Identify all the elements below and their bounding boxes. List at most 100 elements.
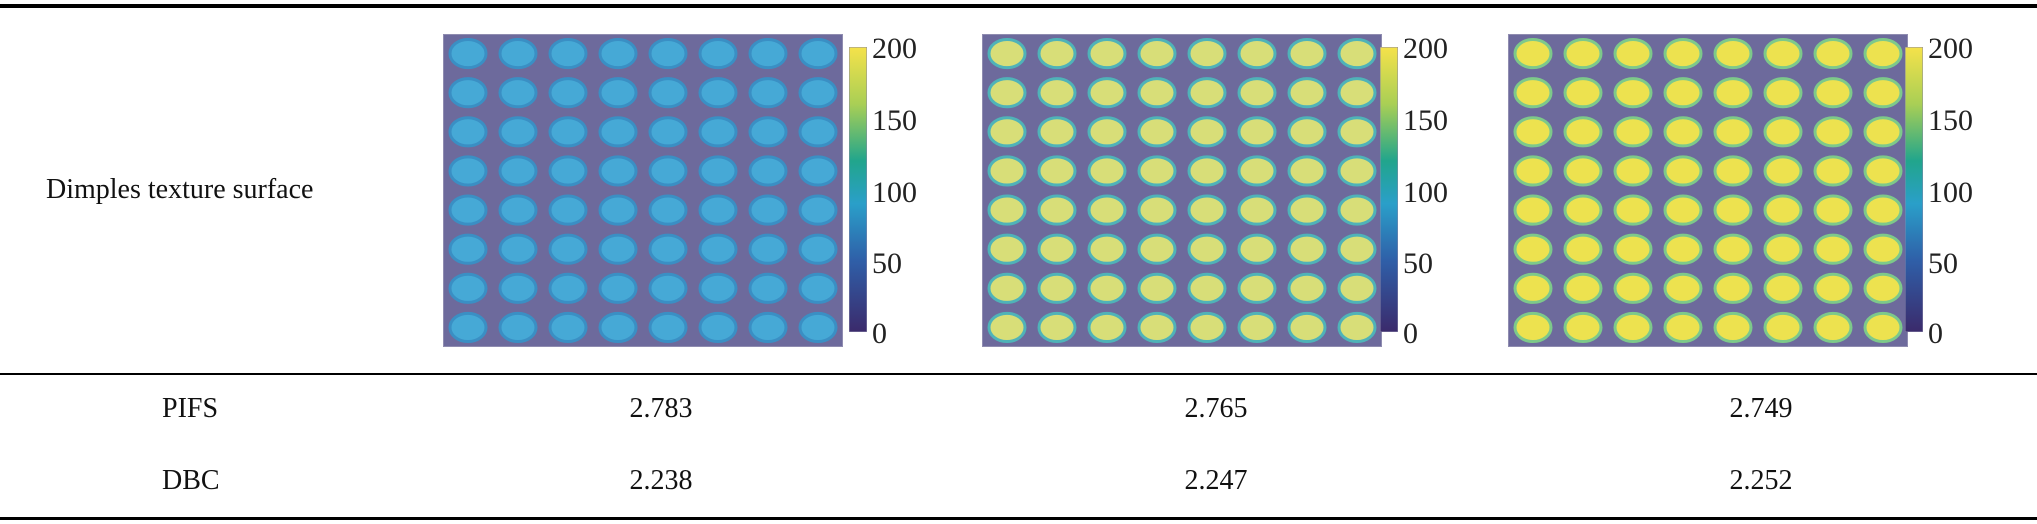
dimple	[798, 116, 838, 148]
dimple	[1187, 233, 1227, 265]
dimple	[1087, 233, 1127, 265]
dimple	[1613, 194, 1653, 226]
dimple	[1813, 272, 1853, 304]
dimple	[1863, 116, 1903, 148]
dimple	[1663, 194, 1703, 226]
dimple	[1713, 77, 1753, 109]
dimple	[648, 155, 688, 187]
pifs-value-2: 2.765	[1184, 393, 1248, 424]
dimple	[1037, 233, 1077, 265]
dimple	[1763, 37, 1803, 70]
dimple	[1137, 311, 1177, 344]
dimple	[598, 194, 638, 226]
dimple	[1187, 194, 1227, 226]
dimple	[1187, 155, 1227, 187]
dimple	[987, 233, 1027, 265]
dimple	[648, 233, 688, 265]
dimple	[1287, 37, 1327, 70]
dimple	[1863, 77, 1903, 109]
dimple	[798, 37, 838, 70]
dimple	[1087, 77, 1127, 109]
dimple	[548, 194, 588, 226]
dimple	[1037, 37, 1077, 70]
dimple	[1237, 155, 1277, 187]
colorbar-2-tick-50: 50	[1403, 247, 1433, 280]
dimple	[1287, 311, 1327, 344]
dimple	[448, 116, 488, 148]
dimple	[1663, 233, 1703, 265]
dimple	[1513, 37, 1553, 70]
dimple	[1863, 233, 1903, 265]
dimple	[1663, 272, 1703, 304]
dimple	[1287, 77, 1327, 109]
dimple	[498, 311, 538, 344]
dimple	[1137, 116, 1177, 148]
dimple	[598, 116, 638, 148]
dimple	[1337, 77, 1377, 109]
colorbar-1	[849, 47, 867, 332]
dimple	[1137, 194, 1177, 226]
dimple	[1613, 155, 1653, 187]
dimple	[1237, 311, 1277, 344]
dimple	[1037, 77, 1077, 109]
row-label-dbc: DBC	[162, 465, 220, 496]
dimple	[1287, 155, 1327, 187]
dimple	[498, 272, 538, 304]
colorbar-1-tick-50: 50	[872, 247, 902, 280]
dimple	[598, 77, 638, 109]
colorbar-1-tick-0: 0	[872, 317, 887, 350]
dimple	[1337, 272, 1377, 304]
colorbar-2-tick-200: 200	[1403, 32, 1448, 65]
dimple	[987, 272, 1027, 304]
dimple	[1863, 311, 1903, 344]
dimple	[798, 233, 838, 265]
dimple	[987, 37, 1027, 70]
dimple	[548, 155, 588, 187]
dbc-value-2: 2.247	[1184, 465, 1248, 496]
dimple	[748, 155, 788, 187]
dimple	[1237, 233, 1277, 265]
dimple	[1563, 116, 1603, 148]
dimple	[448, 272, 488, 304]
dimple	[1137, 272, 1177, 304]
dimple	[1137, 77, 1177, 109]
dimple	[448, 155, 488, 187]
dimple	[1613, 272, 1653, 304]
dimple	[1087, 155, 1127, 187]
dimple	[1813, 37, 1853, 70]
dimple	[1237, 37, 1277, 70]
pifs-value-1: 2.783	[629, 393, 693, 424]
colorbar-2-tick-100: 100	[1403, 176, 1448, 209]
dimple	[1863, 37, 1903, 70]
dimple	[1713, 116, 1753, 148]
colorbar-1-tick-100: 100	[872, 176, 917, 209]
dimple	[748, 116, 788, 148]
dimple	[598, 272, 638, 304]
dimple	[1613, 116, 1653, 148]
dimple	[648, 311, 688, 344]
dimple	[1513, 311, 1553, 344]
dimple	[1337, 311, 1377, 344]
dimple	[1563, 233, 1603, 265]
dimple	[1037, 194, 1077, 226]
dimple	[1663, 311, 1703, 344]
dimple	[1513, 155, 1553, 187]
dimple	[548, 77, 588, 109]
colorbar-3-tick-50: 50	[1928, 247, 1958, 280]
dimple	[748, 272, 788, 304]
dimple	[1763, 116, 1803, 148]
dimple	[1137, 233, 1177, 265]
dimple	[548, 272, 588, 304]
dimple	[698, 116, 738, 148]
dimple	[987, 155, 1027, 187]
dimple	[1763, 155, 1803, 187]
dimple	[798, 77, 838, 109]
dimple	[1563, 77, 1603, 109]
dimple	[548, 233, 588, 265]
dimple	[498, 155, 538, 187]
colorbar-2-tick-150: 150	[1403, 104, 1448, 137]
dimple	[1713, 272, 1753, 304]
dimple	[698, 37, 738, 70]
dimple	[448, 311, 488, 344]
dimple	[1663, 77, 1703, 109]
